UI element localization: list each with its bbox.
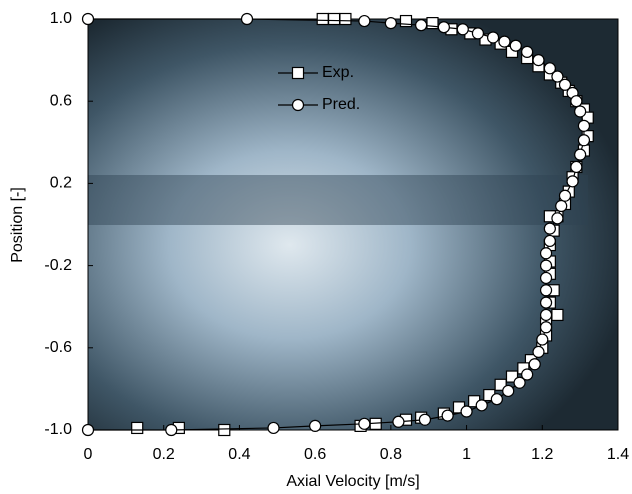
circle-marker: [578, 135, 589, 146]
circle-marker: [571, 96, 582, 107]
circle-marker: [442, 410, 453, 421]
circle-marker: [544, 235, 555, 246]
circle-marker: [541, 272, 552, 283]
circle-marker: [560, 190, 571, 201]
y-tick-label: -1.0: [44, 421, 72, 438]
circle-marker: [541, 260, 552, 271]
y-tick-label: 0.6: [50, 92, 72, 109]
square-marker: [317, 14, 328, 25]
circle-marker: [268, 422, 279, 433]
circle-marker: [533, 346, 544, 357]
y-tick-label: -0.6: [44, 339, 72, 356]
circle-marker: [575, 106, 586, 117]
circle-marker: [567, 176, 578, 187]
circle-marker: [83, 14, 94, 25]
circle-marker: [359, 418, 370, 429]
circle-marker: [541, 285, 552, 296]
circle-marker: [575, 149, 586, 160]
circle-marker: [541, 309, 552, 320]
legend-label: Exp.: [322, 64, 354, 81]
circle-marker: [476, 400, 487, 411]
circle-marker: [578, 120, 589, 131]
circle-marker: [310, 420, 321, 431]
x-tick-label: 1: [462, 446, 471, 463]
circle-marker: [556, 201, 567, 212]
square-marker: [329, 14, 340, 25]
legend-label: Pred.: [322, 96, 360, 113]
circle-marker: [438, 22, 449, 33]
circle-marker: [533, 55, 544, 66]
x-tick-label: 0.2: [153, 446, 175, 463]
circle-marker: [541, 297, 552, 308]
circle-marker: [393, 416, 404, 427]
x-tick-label: 0.8: [380, 446, 402, 463]
x-tick-label: 1.4: [607, 446, 629, 463]
chart: Axial Velocity [m/s] Position [-] Exp. Pr…: [0, 0, 632, 494]
circle-marker: [537, 334, 548, 345]
circle-marker: [457, 24, 468, 35]
circle-marker: [488, 32, 499, 43]
x-tick-label: 0.6: [304, 446, 326, 463]
circle-marker: [514, 377, 525, 388]
water-surface: [88, 175, 588, 225]
circle-marker: [522, 46, 533, 57]
x-tick-label: 1.2: [531, 446, 553, 463]
square-marker: [219, 425, 230, 436]
x-tick-label: 0: [84, 446, 93, 463]
square-marker: [552, 309, 563, 320]
y-tick-label: 1.0: [50, 10, 72, 27]
x-tick-label: 0.4: [228, 446, 250, 463]
circle-marker: [461, 406, 472, 417]
circle-marker: [541, 322, 552, 333]
circle-marker: [385, 18, 396, 29]
y-tick-label: -0.2: [44, 257, 72, 274]
x-axis-label: Axial Velocity [m/s]: [286, 473, 419, 490]
legend-marker: [293, 100, 304, 111]
y-tick-label: 0.2: [50, 175, 72, 192]
circle-marker: [552, 213, 563, 224]
square-marker: [340, 14, 351, 25]
circle-marker: [166, 425, 177, 436]
circle-marker: [416, 20, 427, 31]
circle-marker: [503, 385, 514, 396]
circle-marker: [83, 425, 94, 436]
circle-marker: [510, 40, 521, 51]
circle-marker: [541, 248, 552, 259]
circle-marker: [472, 28, 483, 39]
circle-marker: [419, 414, 430, 425]
circle-marker: [359, 16, 370, 27]
circle-marker: [571, 161, 582, 172]
circle-marker: [242, 14, 253, 25]
circle-marker: [491, 394, 502, 405]
circle-marker: [529, 359, 540, 370]
circle-marker: [544, 223, 555, 234]
y-axis-label: Position [-]: [9, 187, 26, 263]
square-marker: [132, 422, 143, 433]
legend-marker: [293, 68, 304, 79]
circle-marker: [499, 36, 510, 47]
